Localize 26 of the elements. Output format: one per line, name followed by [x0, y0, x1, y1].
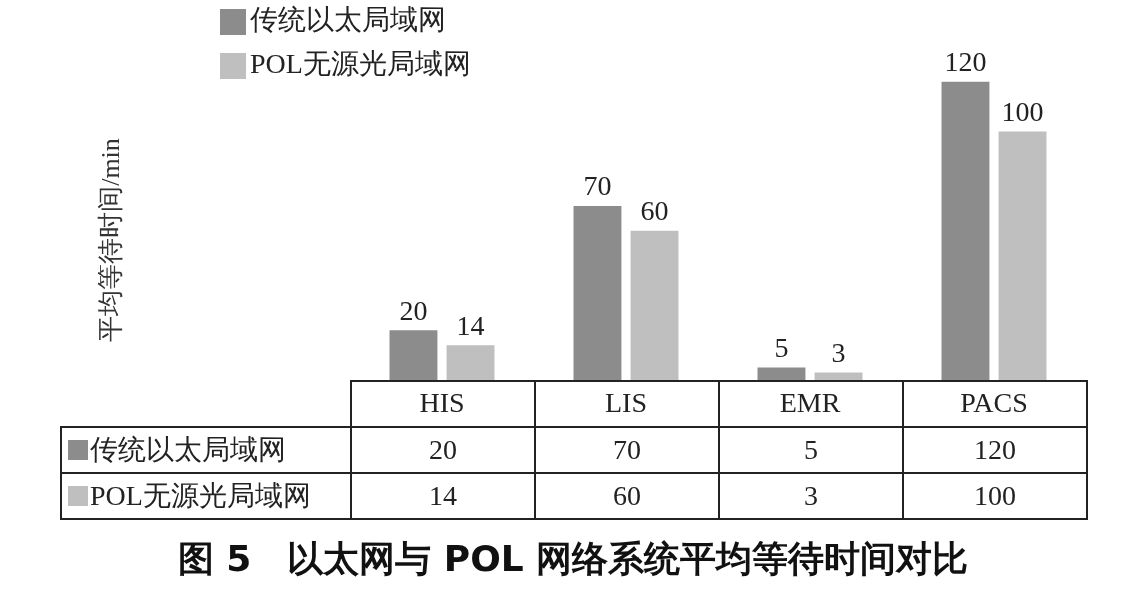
text: 14	[351, 473, 535, 519]
text: 图 5 以太网与 POL 网络系统平均等待时间对比	[176, 537, 970, 581]
data-label: 100	[1001, 95, 1044, 127]
data-label: 14	[456, 309, 485, 341]
data-label: 60	[640, 195, 669, 227]
text: 3	[719, 473, 903, 519]
text: 5	[719, 427, 903, 473]
text: 传统以太局域网	[90, 434, 286, 465]
legend-label: 传统以太局域网	[250, 4, 446, 36]
text: 120	[903, 427, 1087, 473]
data-label: 70	[583, 170, 612, 202]
data-label: 3	[831, 336, 846, 368]
data-label: 20	[399, 294, 428, 326]
text: 20	[351, 427, 535, 473]
data-label: 5	[774, 331, 789, 363]
text: 平均等待时间/min	[95, 138, 125, 342]
legend-label: POL无源光局域网	[250, 48, 471, 80]
text: POL无源光局域网	[90, 480, 311, 511]
text: 70	[535, 427, 719, 473]
data-label: 120	[944, 46, 987, 78]
x-tick-label: HIS	[419, 387, 465, 419]
x-tick-label: EMR	[779, 387, 841, 419]
text: 60	[535, 473, 719, 519]
x-tick-label: PACS	[960, 387, 1028, 419]
x-tick-label: LIS	[605, 387, 647, 419]
text: 100	[903, 473, 1087, 519]
